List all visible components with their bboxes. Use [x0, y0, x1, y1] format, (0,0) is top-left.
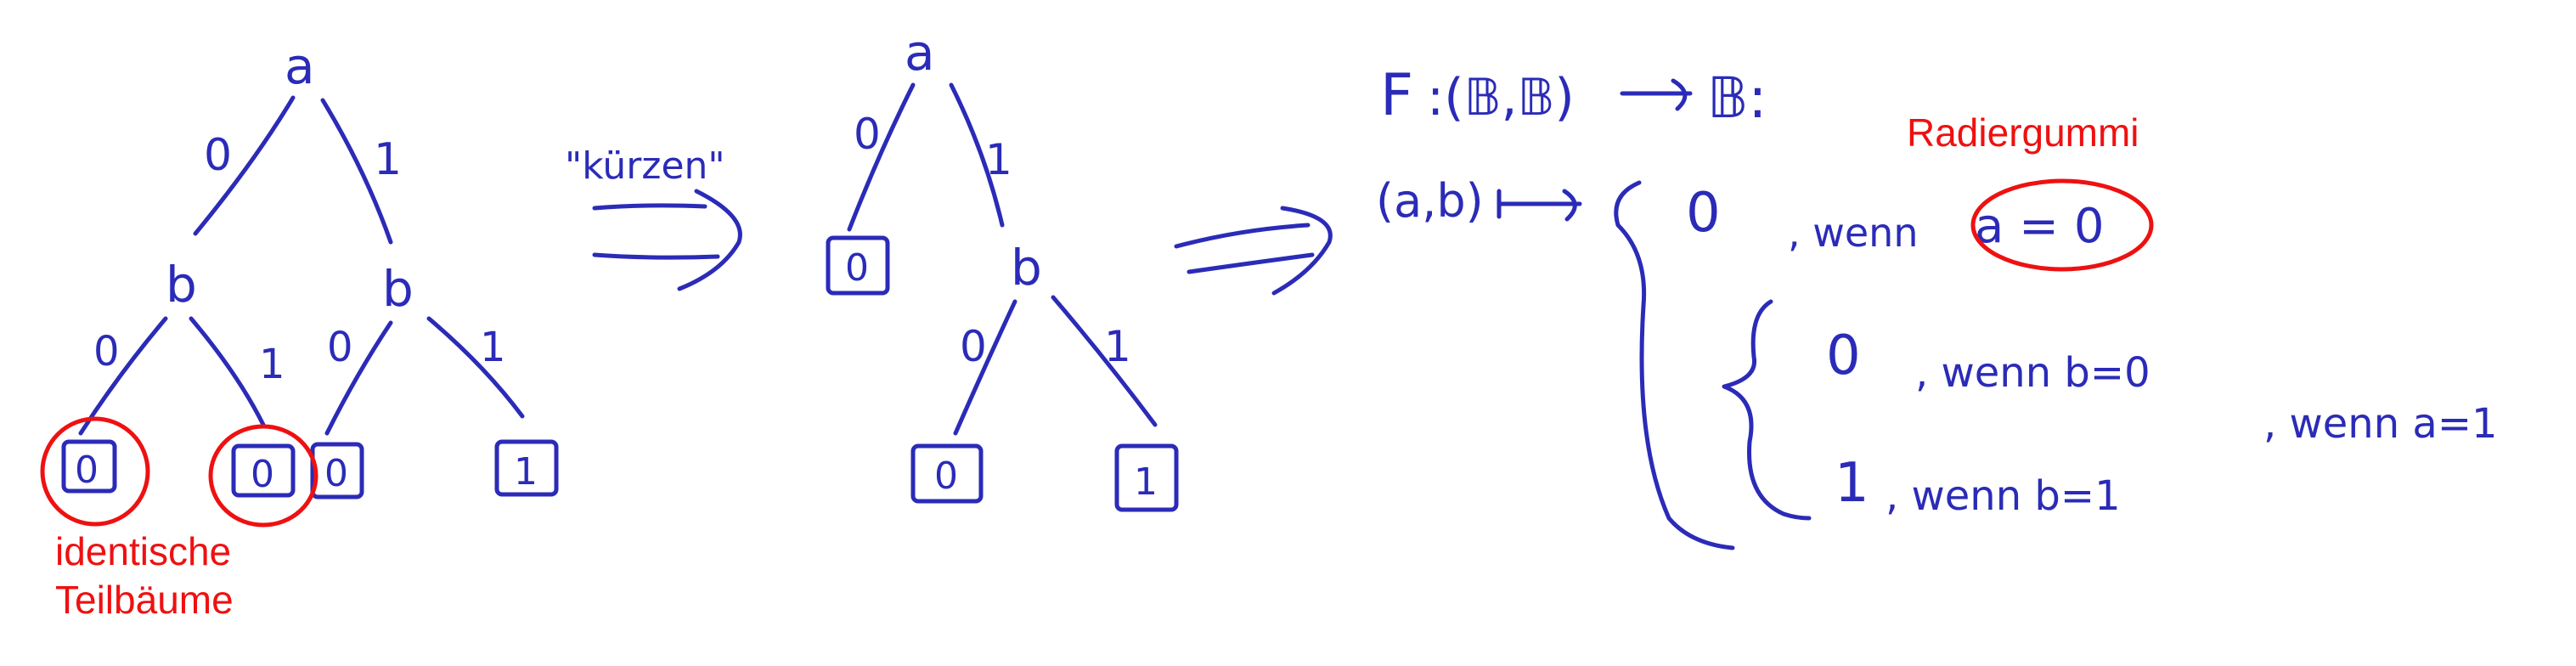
eraser-annotation: Radiergummi — [1907, 110, 2139, 155]
identical-subtree-circle-2 — [208, 424, 318, 528]
inner-case1-value: 0 — [1826, 325, 1861, 387]
formula-signature-codomain: 𝔹: — [1707, 65, 1767, 131]
reduced-tree-edge-root-left — [847, 82, 916, 232]
reduced-tree-edge-root-right — [949, 82, 1005, 228]
full-tree-leaf-box-2 — [231, 443, 296, 498]
full-tree-leaf-4: 1 — [514, 450, 538, 494]
reduced-tree-leaf-box-b0 — [910, 443, 984, 504]
full-tree-edge-label-0: 0 — [204, 130, 232, 181]
formula-signature-f: F — [1380, 62, 1413, 129]
reduced-decision-tree: a 0 1 0 b 0 1 0 1 — [826, 24, 1179, 512]
full-tree-edge-label-4: 0 — [327, 324, 353, 371]
identical-subtrees-line1: identische — [55, 529, 231, 573]
case-top-rhs: a = 0 — [1975, 199, 2104, 254]
reduced-tree-edge-label-2: 0 — [960, 322, 987, 371]
full-tree-leaf-3: 0 — [324, 452, 348, 495]
outer-case2-condition: , wenn a=1 — [2263, 400, 2498, 448]
full-tree-edge-label-2: 0 — [93, 328, 120, 375]
full-tree-leaf-box-4 — [494, 439, 559, 497]
inner-case1-condition: , wenn b=0 — [1915, 349, 2150, 397]
reduced-tree-edge-label-3: 1 — [1104, 322, 1131, 371]
identical-subtrees-line2: Teilbäume — [55, 578, 234, 622]
reduced-tree-leaf-1: 0 — [845, 246, 869, 290]
full-tree-edge-root-left — [193, 95, 296, 236]
eraser-circle — [1970, 178, 2154, 272]
case-top-value: 0 — [1686, 182, 1721, 245]
full-tree-left-node-label: b — [166, 256, 197, 313]
full-tree-edge-b1-right — [189, 316, 266, 427]
inner-case2-value: 1 — [1835, 452, 1869, 515]
shorten-label: "kürzen" — [565, 144, 725, 188]
reduced-tree-leaf-box-a0 — [826, 235, 890, 296]
shorten-arrow-icon — [592, 189, 742, 291]
inner-case2-condition: , wenn b=1 — [1885, 472, 2121, 520]
reduced-tree-root-label: a — [905, 24, 935, 82]
reduced-tree-edge-label-0: 0 — [854, 110, 881, 159]
full-tree-edge-label-5: 1 — [480, 324, 506, 371]
full-tree-right-node-label: b — [382, 260, 414, 318]
reduced-tree-edge-b-left — [953, 299, 1017, 436]
reduced-tree-edge-label-1: 1 — [985, 135, 1012, 184]
full-decision-tree: a 0 1 b b 0 1 0 1 0 0 0 1 — [40, 37, 559, 528]
full-tree-edge-root-right — [320, 98, 393, 245]
inner-case-brace — [1722, 299, 1812, 521]
full-tree-leaf-2: 0 — [251, 453, 274, 496]
full-tree-edge-b2-left — [324, 320, 393, 436]
full-tree-edge-label-3: 1 — [259, 341, 285, 388]
formula-signature-domain: :(𝔹,𝔹) — [1427, 68, 1575, 127]
implies-arrow-icon — [1174, 206, 1333, 296]
full-tree-edge-label-1: 1 — [374, 134, 402, 185]
formula-mapping-lhs: (a,b) — [1376, 174, 1484, 228]
full-tree-leaf-box-3 — [310, 442, 364, 500]
reduced-tree-leaf-box-b1 — [1114, 443, 1179, 512]
outer-case-brace — [1614, 180, 1735, 550]
reduced-tree-leaf-3: 1 — [1134, 460, 1158, 504]
full-tree-leaf-1: 0 — [75, 449, 99, 492]
maps-to-arrow-icon — [1620, 78, 1693, 111]
formula: F :(𝔹,𝔹) 𝔹: (a,b) 0 , wenn a = 0 0 , wen… — [1376, 62, 2498, 550]
mapsto-arrow-icon — [1497, 189, 1582, 222]
reduced-tree-edge-b-right — [1051, 295, 1158, 427]
full-tree-edge-b2-right — [426, 316, 525, 419]
full-tree-leaf-box-1 — [61, 439, 117, 494]
case-top-condition: , wenn — [1788, 210, 1918, 256]
full-tree-root-label: a — [285, 37, 315, 95]
reduced-tree-b-node-label: b — [1011, 239, 1042, 296]
identical-subtree-circle-1 — [40, 416, 150, 527]
reduced-tree-leaf-2: 0 — [934, 454, 958, 498]
